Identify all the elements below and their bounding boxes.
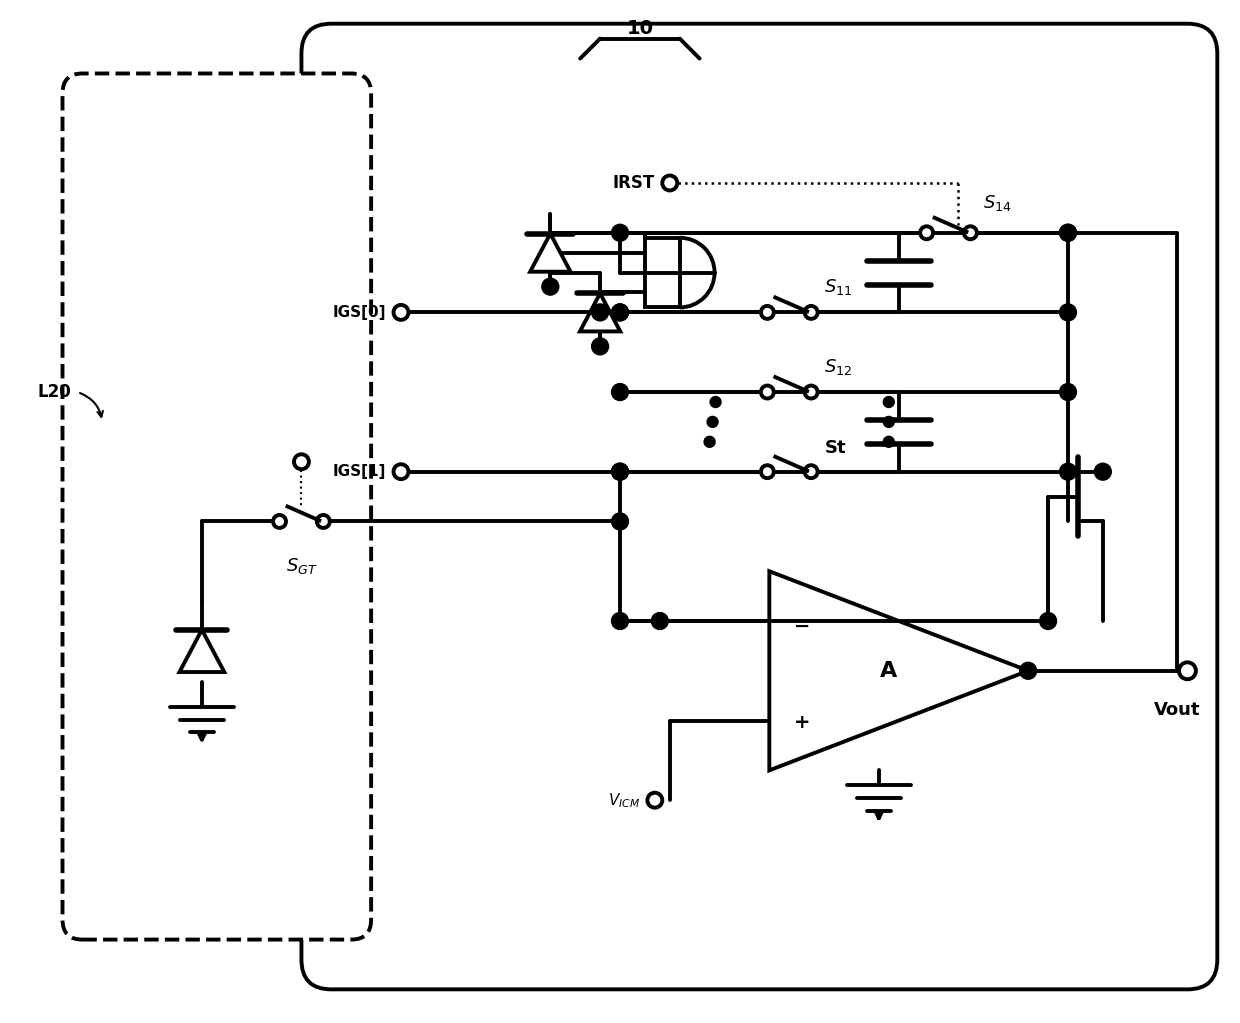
Text: 10: 10 bbox=[626, 19, 653, 38]
Text: L20: L20 bbox=[37, 383, 72, 401]
Circle shape bbox=[704, 437, 715, 447]
Text: $S_{11}$: $S_{11}$ bbox=[825, 277, 852, 298]
Circle shape bbox=[542, 278, 559, 295]
Polygon shape bbox=[580, 294, 620, 331]
Circle shape bbox=[1059, 304, 1076, 321]
Circle shape bbox=[805, 306, 817, 319]
Circle shape bbox=[707, 416, 718, 428]
Text: $V_{ICM}$: $V_{ICM}$ bbox=[608, 791, 640, 809]
Circle shape bbox=[1059, 224, 1076, 241]
Circle shape bbox=[963, 226, 977, 239]
Circle shape bbox=[1095, 463, 1111, 480]
Circle shape bbox=[611, 304, 629, 321]
Text: A: A bbox=[880, 661, 898, 680]
Circle shape bbox=[761, 306, 774, 319]
Text: +: + bbox=[794, 713, 811, 732]
Polygon shape bbox=[531, 233, 570, 272]
Circle shape bbox=[883, 437, 894, 447]
Text: Vout: Vout bbox=[1154, 701, 1200, 718]
Circle shape bbox=[1179, 662, 1195, 679]
Circle shape bbox=[805, 465, 817, 478]
Text: −: − bbox=[794, 617, 811, 635]
Text: IRST: IRST bbox=[613, 174, 655, 192]
FancyBboxPatch shape bbox=[301, 24, 1218, 989]
Circle shape bbox=[1059, 463, 1076, 480]
Circle shape bbox=[591, 304, 609, 321]
Circle shape bbox=[611, 463, 629, 480]
Circle shape bbox=[273, 515, 286, 528]
Circle shape bbox=[651, 613, 668, 629]
Circle shape bbox=[883, 416, 894, 428]
Circle shape bbox=[611, 513, 629, 530]
Circle shape bbox=[1059, 384, 1076, 400]
Circle shape bbox=[761, 465, 774, 478]
Circle shape bbox=[611, 304, 629, 321]
Circle shape bbox=[611, 224, 629, 241]
Text: $\mathbf{St}$: $\mathbf{St}$ bbox=[825, 439, 847, 456]
Circle shape bbox=[611, 384, 629, 400]
Text: $S_{12}$: $S_{12}$ bbox=[825, 357, 852, 377]
Text: IGS[1]: IGS[1] bbox=[332, 464, 386, 479]
Circle shape bbox=[393, 305, 408, 320]
Circle shape bbox=[294, 454, 309, 470]
Circle shape bbox=[920, 226, 932, 239]
Text: $S_{GT}$: $S_{GT}$ bbox=[285, 557, 317, 576]
Circle shape bbox=[1019, 662, 1037, 679]
FancyBboxPatch shape bbox=[62, 74, 371, 939]
Circle shape bbox=[393, 464, 408, 479]
Circle shape bbox=[662, 176, 677, 190]
Circle shape bbox=[317, 515, 330, 528]
Text: $S_{14}$: $S_{14}$ bbox=[983, 193, 1012, 213]
Circle shape bbox=[883, 397, 894, 407]
Circle shape bbox=[591, 338, 609, 355]
Circle shape bbox=[611, 613, 629, 629]
Circle shape bbox=[647, 793, 662, 808]
Circle shape bbox=[805, 386, 817, 399]
Polygon shape bbox=[180, 630, 224, 672]
Circle shape bbox=[1039, 613, 1056, 629]
Text: IGS[0]: IGS[0] bbox=[332, 305, 386, 320]
Circle shape bbox=[1059, 224, 1076, 241]
Circle shape bbox=[761, 386, 774, 399]
Circle shape bbox=[711, 397, 720, 407]
Circle shape bbox=[611, 463, 629, 480]
